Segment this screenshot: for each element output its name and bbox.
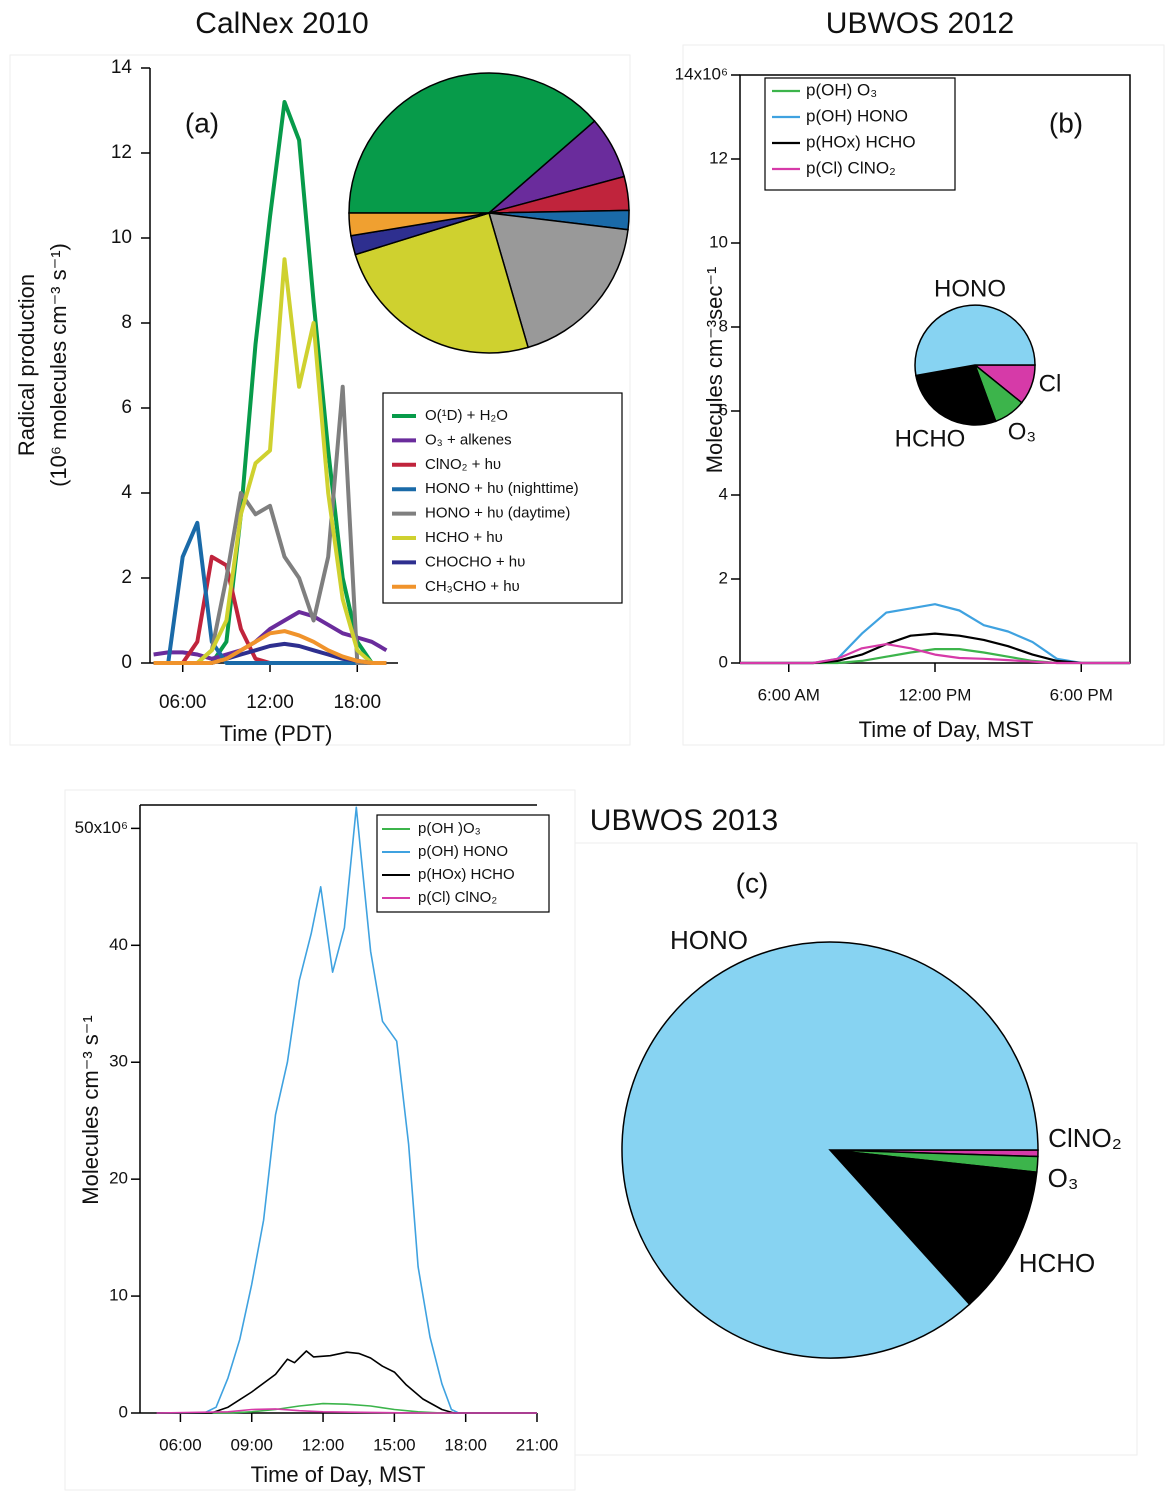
y-axis-label: Molecules cm⁻³sec⁻¹ xyxy=(702,267,727,474)
legend-label: HONO + hυ (nighttime) xyxy=(425,480,579,497)
y-tick-label: 10 xyxy=(109,1286,128,1305)
slice-label: O₃ xyxy=(1008,418,1036,445)
legend-label: p(OH) HONO xyxy=(418,843,508,860)
panel-label: (c) xyxy=(736,867,769,898)
y-tick-label: 4 xyxy=(719,484,728,503)
y-tick-label: 8 xyxy=(719,316,728,335)
legend-label: ClNO₂ + hυ xyxy=(425,456,501,473)
x-tick-label: 09:00 xyxy=(230,1435,273,1454)
x-axis-label: Time (PDT) xyxy=(220,721,333,746)
x-axis-label: Time of Day, MST xyxy=(859,717,1034,742)
chart-title: CalNex 2010 xyxy=(195,7,368,40)
y-tick-label: 12 xyxy=(111,142,132,163)
slice-label: HONO xyxy=(934,275,1006,302)
y-axis-label: Molecules cm⁻³ s⁻¹ xyxy=(78,1015,103,1204)
y-tick-label: 6 xyxy=(121,397,132,418)
x-axis-label: Time of Day, MST xyxy=(251,1462,426,1487)
y-tick-label: 0 xyxy=(121,652,132,673)
y-tick-label: 0 xyxy=(119,1402,128,1421)
legend-box xyxy=(764,77,956,191)
legend-label: p(HOx) HCHO xyxy=(806,132,916,151)
pie-slice xyxy=(487,212,629,349)
legend-label: CHOCHO + hυ xyxy=(425,553,525,570)
slice-label: ClNO₂ xyxy=(1048,1123,1122,1153)
y-tick-label: 30 xyxy=(109,1052,128,1071)
x-tick-label: 12:00 xyxy=(302,1435,345,1454)
y-tick-label: 2 xyxy=(121,567,132,588)
x-tick-label: 06:00 xyxy=(159,692,207,713)
x-tick-label: 6:00 PM xyxy=(1050,685,1113,704)
legend-label: p(Cl) ClNO₂ xyxy=(418,889,497,906)
series-line xyxy=(153,257,387,665)
x-tick-label: 12:00 PM xyxy=(899,685,972,704)
legend-label: O₃ + alkenes xyxy=(425,431,512,448)
panel-label: (b) xyxy=(1049,107,1083,138)
pie-slice xyxy=(348,212,490,237)
y-tick-label: 14 xyxy=(111,57,133,78)
y-tick-label: 6 xyxy=(719,400,728,419)
series-line xyxy=(153,520,387,665)
chart-title: UBWOS 2013 xyxy=(590,804,778,837)
panel-frame xyxy=(682,44,1165,746)
legend-label: CH₃CHO + hυ xyxy=(425,578,520,595)
series-line xyxy=(156,1408,537,1414)
x-tick-label: 18:00 xyxy=(444,1435,487,1454)
panel-frame xyxy=(9,54,631,746)
pie-slice xyxy=(915,364,997,426)
series-line xyxy=(156,806,537,1414)
y-tick-label: 20 xyxy=(109,1169,128,1188)
slice-label: HONO xyxy=(670,925,748,955)
legend-label: p(OH) HONO xyxy=(806,106,908,125)
legend-box xyxy=(376,814,550,913)
y-tick-label: 50x10⁶ xyxy=(75,818,128,837)
series-line xyxy=(156,1402,537,1414)
legend-label: p(Cl) ClNO₂ xyxy=(806,158,896,177)
slice-label: Cl xyxy=(1039,370,1062,397)
pie-slice xyxy=(828,1149,1038,1306)
legend-label: HCHO + hυ xyxy=(425,529,503,546)
series-line xyxy=(153,629,387,665)
pie-slice xyxy=(621,941,1039,1359)
legend-label: p(OH) O₃ xyxy=(806,80,877,99)
y-axis-label: (10⁶ molecules cm⁻³ s⁻¹) xyxy=(46,243,71,487)
y-tick-label: 12 xyxy=(709,148,728,167)
panel-frame xyxy=(574,842,1138,1456)
x-tick-label: 15:00 xyxy=(373,1435,416,1454)
series-line xyxy=(153,610,388,661)
x-tick-label: 21:00 xyxy=(516,1435,559,1454)
slice-label: O₃ xyxy=(1048,1163,1079,1193)
y-tick-label: 4 xyxy=(121,482,132,503)
x-tick-label: 18:00 xyxy=(333,692,381,713)
x-tick-label: 6:00 AM xyxy=(758,685,820,704)
series-line xyxy=(740,643,1130,665)
legend-label: HONO + hυ (daytime) xyxy=(425,505,570,522)
slice-label: HCHO xyxy=(1019,1248,1096,1278)
legend-box xyxy=(382,392,623,604)
legend-label: p(OH )O₃ xyxy=(418,820,481,837)
series-line xyxy=(156,1350,537,1414)
y-tick-label: 2 xyxy=(719,568,728,587)
y-tick-label: 10 xyxy=(111,227,132,248)
x-tick-label: 12:00 xyxy=(246,692,294,713)
legend-label: O(¹D) + H₂O xyxy=(425,407,508,424)
legend-label: p(HOx) HCHO xyxy=(418,866,515,883)
y-tick-label: 40 xyxy=(109,935,128,954)
x-tick-label: 06:00 xyxy=(159,1435,202,1454)
y-tick-label: 8 xyxy=(121,312,132,333)
pie-slice xyxy=(914,304,1036,377)
pie-slice xyxy=(348,72,596,214)
panel-label: (a) xyxy=(185,107,219,138)
y-axis-label: Radical production xyxy=(14,274,39,456)
y-tick-label: 14x10⁶ xyxy=(675,64,728,83)
pie-slice xyxy=(354,212,530,354)
y-tick-label: 0 xyxy=(719,652,728,671)
y-tick-label: 10 xyxy=(709,232,728,251)
chart-title: UBWOS 2012 xyxy=(826,7,1014,40)
slice-label: HCHO xyxy=(895,425,966,452)
